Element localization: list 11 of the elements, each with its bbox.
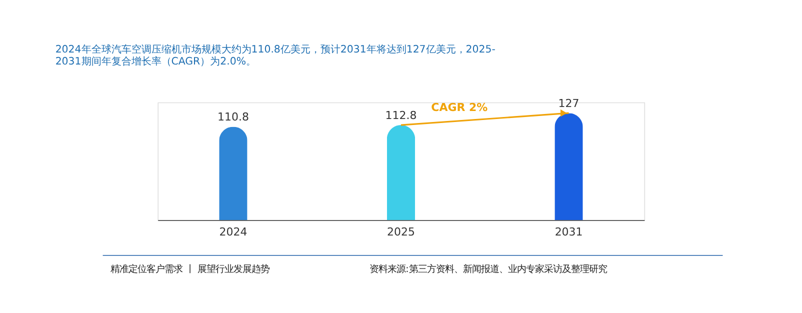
x-tick-label: 2031: [554, 225, 583, 238]
text: 精准定位客户需求 丨 展望行业发展趋势: [110, 264, 270, 275]
data-label: 127: [558, 96, 580, 110]
data-label: 110.8: [218, 110, 249, 124]
text: 2031期间年复合增长率（CAGR）为2.0%。: [55, 56, 256, 68]
x-tick-label: 2024: [219, 225, 248, 238]
x-tick-label: 2025: [387, 225, 415, 238]
data-label: 112.8: [385, 108, 417, 122]
annotation: CAGR 2%: [431, 100, 488, 114]
text: 2024年全球汽车空调压缩机市场规模大约为110.8亿美元，预计2031年将达到127亿美元，2025-: [55, 44, 496, 56]
text: 资料来源:第三方资料、新闻报道、业内专家采访及整理研究: [370, 264, 607, 275]
